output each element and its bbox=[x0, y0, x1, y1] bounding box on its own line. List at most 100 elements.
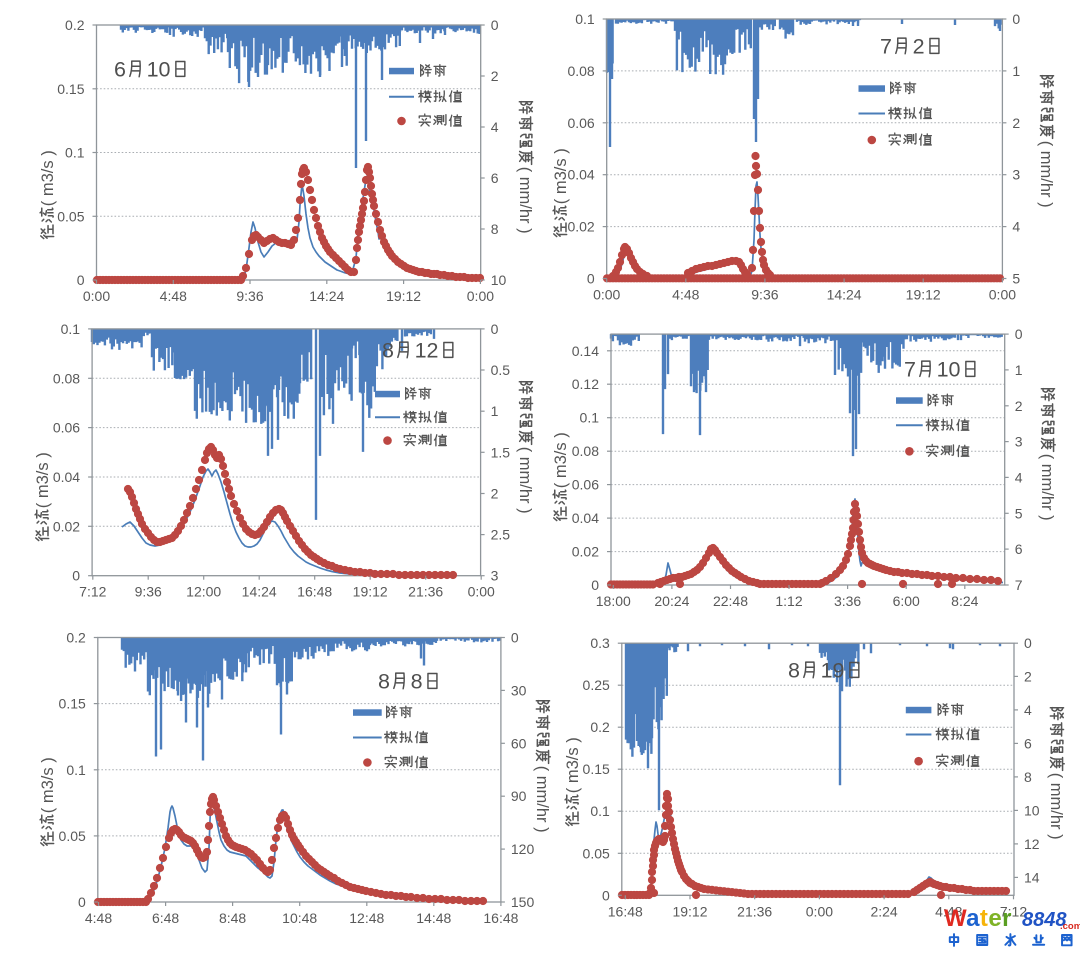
svg-text:14:24: 14:24 bbox=[309, 288, 344, 304]
svg-text:0.2: 0.2 bbox=[590, 719, 610, 735]
svg-text:0: 0 bbox=[511, 630, 519, 646]
svg-text:0: 0 bbox=[1015, 326, 1023, 342]
svg-text:0.12: 0.12 bbox=[572, 376, 599, 392]
svg-text:0.06: 0.06 bbox=[572, 477, 599, 493]
svg-text:( m3/s ): ( m3/s ) bbox=[34, 452, 52, 508]
svg-text:12: 12 bbox=[415, 338, 439, 362]
svg-text:0.15: 0.15 bbox=[57, 81, 84, 97]
svg-text:0.1: 0.1 bbox=[580, 410, 600, 426]
svg-text:0: 0 bbox=[72, 568, 80, 584]
svg-text:0.04: 0.04 bbox=[53, 469, 80, 485]
svg-text:8:24: 8:24 bbox=[951, 593, 978, 609]
svg-text:( mm/hr ): ( mm/hr ) bbox=[1038, 454, 1056, 521]
svg-text:0.05: 0.05 bbox=[59, 828, 86, 844]
svg-text:0: 0 bbox=[602, 887, 610, 903]
svg-text:1: 1 bbox=[1012, 63, 1020, 79]
svg-text:14:24: 14:24 bbox=[827, 287, 862, 303]
svg-text:4:48: 4:48 bbox=[672, 287, 699, 303]
svg-text:0: 0 bbox=[77, 272, 85, 288]
svg-text:0.06: 0.06 bbox=[567, 115, 594, 131]
svg-text:60: 60 bbox=[511, 735, 527, 751]
svg-text:9:36: 9:36 bbox=[135, 584, 162, 600]
svg-text:12: 12 bbox=[1024, 836, 1040, 852]
svg-text:0.15: 0.15 bbox=[583, 761, 610, 777]
svg-text:0:00: 0:00 bbox=[467, 288, 494, 304]
svg-text:0.2: 0.2 bbox=[66, 630, 86, 646]
svg-text:0: 0 bbox=[491, 17, 499, 33]
svg-text:0.1: 0.1 bbox=[590, 803, 610, 819]
svg-text:18:00: 18:00 bbox=[596, 593, 631, 609]
svg-text:7: 7 bbox=[1015, 577, 1023, 593]
svg-text:0: 0 bbox=[591, 577, 599, 593]
svg-text:10: 10 bbox=[1024, 802, 1040, 818]
svg-text:1.5: 1.5 bbox=[491, 444, 511, 460]
svg-text:1:12: 1:12 bbox=[775, 593, 802, 609]
svg-text:0:00: 0:00 bbox=[593, 287, 620, 303]
svg-text:0.02: 0.02 bbox=[572, 544, 599, 560]
svg-text:3: 3 bbox=[1012, 167, 1020, 183]
svg-text:3: 3 bbox=[1015, 434, 1023, 450]
svg-text:6:48: 6:48 bbox=[152, 910, 179, 926]
svg-text:8: 8 bbox=[378, 669, 390, 693]
svg-text:.com: .com bbox=[1060, 921, 1080, 932]
svg-text:0.08: 0.08 bbox=[572, 443, 599, 459]
svg-text:2: 2 bbox=[1012, 115, 1020, 131]
svg-text:( m3/s ): ( m3/s ) bbox=[39, 757, 57, 813]
svg-text:0.1: 0.1 bbox=[65, 145, 85, 161]
svg-text:4:48: 4:48 bbox=[160, 288, 187, 304]
svg-text:2: 2 bbox=[1015, 398, 1023, 414]
svg-text:4: 4 bbox=[1015, 469, 1023, 485]
svg-text:6: 6 bbox=[491, 170, 499, 186]
svg-text:8: 8 bbox=[411, 669, 423, 693]
svg-text:4: 4 bbox=[491, 119, 499, 135]
svg-text:0.5: 0.5 bbox=[491, 362, 511, 378]
svg-text:8848: 8848 bbox=[1022, 909, 1067, 931]
svg-text:4:48: 4:48 bbox=[935, 903, 962, 919]
svg-text:9:36: 9:36 bbox=[236, 288, 263, 304]
svg-text:0.1: 0.1 bbox=[66, 762, 86, 778]
svg-text:6:00: 6:00 bbox=[893, 593, 920, 609]
svg-text:8: 8 bbox=[788, 658, 800, 682]
svg-text:1: 1 bbox=[491, 403, 499, 419]
svg-text:19:12: 19:12 bbox=[672, 903, 707, 919]
svg-text:2:24: 2:24 bbox=[870, 903, 897, 919]
svg-text:4: 4 bbox=[1024, 702, 1032, 718]
svg-text:0: 0 bbox=[491, 321, 499, 337]
svg-text:0.15: 0.15 bbox=[59, 696, 86, 712]
svg-text:20:24: 20:24 bbox=[654, 593, 689, 609]
svg-text:150: 150 bbox=[511, 894, 535, 910]
svg-text:0:00: 0:00 bbox=[83, 288, 110, 304]
svg-text:90: 90 bbox=[511, 788, 527, 804]
svg-text:0: 0 bbox=[1012, 11, 1020, 27]
svg-text:0: 0 bbox=[78, 894, 86, 910]
svg-text:( m3/s ): ( m3/s ) bbox=[552, 432, 570, 488]
svg-text:3:36: 3:36 bbox=[834, 593, 861, 609]
svg-text:Water: Water bbox=[944, 905, 1012, 932]
svg-text:( m3/s ): ( m3/s ) bbox=[552, 148, 570, 204]
svg-text:( mm/hr ): ( mm/hr ) bbox=[516, 167, 534, 234]
svg-text:( m3/s ): ( m3/s ) bbox=[39, 150, 57, 206]
svg-text:0.02: 0.02 bbox=[567, 219, 594, 235]
svg-text:8: 8 bbox=[382, 338, 394, 362]
svg-text:7: 7 bbox=[880, 34, 892, 58]
svg-text:( mm/hr ): ( mm/hr ) bbox=[1047, 773, 1065, 840]
svg-text:0: 0 bbox=[1024, 635, 1032, 651]
svg-text:0.04: 0.04 bbox=[572, 510, 599, 526]
svg-text:( mm/hr ): ( mm/hr ) bbox=[533, 766, 551, 833]
svg-text:8: 8 bbox=[1024, 769, 1032, 785]
svg-text:10: 10 bbox=[491, 272, 507, 288]
svg-text:0.25: 0.25 bbox=[583, 677, 610, 693]
svg-text:30: 30 bbox=[511, 682, 527, 698]
svg-text:16:48: 16:48 bbox=[608, 903, 643, 919]
svg-text:21:36: 21:36 bbox=[737, 903, 772, 919]
svg-text:6: 6 bbox=[114, 57, 126, 81]
svg-text:0.08: 0.08 bbox=[567, 63, 594, 79]
svg-text:0.05: 0.05 bbox=[57, 208, 84, 224]
svg-text:120: 120 bbox=[511, 841, 535, 857]
svg-text:19:12: 19:12 bbox=[386, 288, 421, 304]
svg-text:10: 10 bbox=[147, 57, 171, 81]
svg-text:21:36: 21:36 bbox=[408, 584, 443, 600]
svg-text:0: 0 bbox=[587, 271, 595, 287]
svg-text:6: 6 bbox=[1024, 735, 1032, 751]
svg-text:7:12: 7:12 bbox=[79, 584, 106, 600]
